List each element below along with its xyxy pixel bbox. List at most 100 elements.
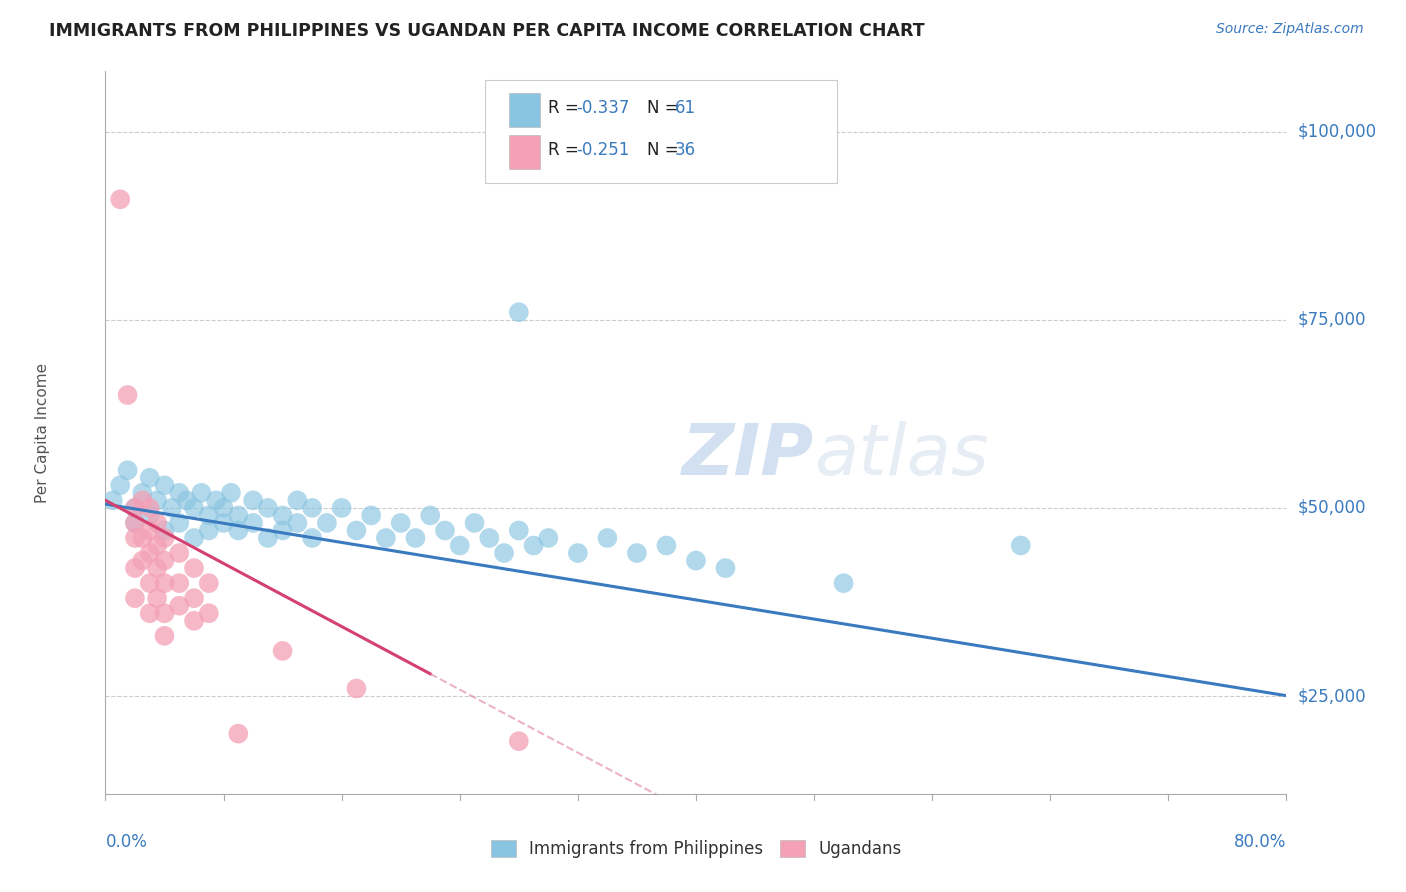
Text: N =: N = xyxy=(647,141,683,160)
Text: $50,000: $50,000 xyxy=(1298,499,1367,516)
Point xyxy=(655,539,678,553)
Point xyxy=(138,576,160,591)
Point xyxy=(124,500,146,515)
Point xyxy=(567,546,589,560)
Point xyxy=(169,516,191,530)
Point xyxy=(522,539,544,553)
Point xyxy=(197,524,219,538)
Point xyxy=(685,553,707,567)
Point xyxy=(124,561,146,575)
Point xyxy=(101,493,124,508)
Point xyxy=(183,591,205,606)
Point xyxy=(449,539,471,553)
Point xyxy=(110,478,132,492)
Text: 0.0%: 0.0% xyxy=(105,833,148,851)
Point xyxy=(419,508,441,523)
Legend: Immigrants from Philippines, Ugandans: Immigrants from Philippines, Ugandans xyxy=(484,833,908,865)
Text: $75,000: $75,000 xyxy=(1298,310,1367,329)
Point xyxy=(153,576,176,591)
Point xyxy=(124,591,146,606)
Text: $25,000: $25,000 xyxy=(1298,687,1367,705)
Point xyxy=(508,524,530,538)
Point xyxy=(537,531,560,545)
Point xyxy=(138,508,160,523)
Text: R =: R = xyxy=(548,141,585,160)
Point xyxy=(131,553,153,567)
Point xyxy=(626,546,648,560)
Point xyxy=(197,607,219,621)
Point xyxy=(508,305,530,319)
Point xyxy=(212,516,235,530)
Text: Source: ZipAtlas.com: Source: ZipAtlas.com xyxy=(1216,22,1364,37)
Text: -0.251: -0.251 xyxy=(576,141,630,160)
Point xyxy=(169,576,191,591)
Point xyxy=(433,524,456,538)
Point xyxy=(287,516,309,530)
Point xyxy=(242,516,264,530)
Text: R =: R = xyxy=(548,99,585,117)
Point xyxy=(169,485,191,500)
Point xyxy=(124,531,146,545)
Point xyxy=(131,485,153,500)
Point xyxy=(226,726,250,740)
Point xyxy=(271,524,294,538)
Point xyxy=(346,524,368,538)
Point xyxy=(492,546,515,560)
Text: 80.0%: 80.0% xyxy=(1234,833,1286,851)
Point xyxy=(301,531,323,545)
Point xyxy=(124,516,146,530)
Point xyxy=(138,500,160,515)
Point xyxy=(226,508,250,523)
Point xyxy=(183,614,205,628)
Point xyxy=(153,524,176,538)
Point xyxy=(242,493,264,508)
Point xyxy=(124,500,146,515)
Point xyxy=(714,561,737,575)
Point xyxy=(287,493,309,508)
Point xyxy=(153,531,176,545)
Point xyxy=(596,531,619,545)
Point xyxy=(153,629,176,643)
Point xyxy=(169,599,191,613)
Point xyxy=(138,524,160,538)
Point xyxy=(330,500,353,515)
Text: $100,000: $100,000 xyxy=(1298,122,1376,141)
Point xyxy=(117,463,139,477)
Point xyxy=(146,591,169,606)
Point xyxy=(271,508,294,523)
Point xyxy=(212,500,235,515)
Point xyxy=(176,493,198,508)
Point xyxy=(190,485,212,500)
Point xyxy=(183,531,205,545)
Point xyxy=(131,493,153,508)
Point xyxy=(832,576,855,591)
Point xyxy=(256,500,278,515)
Point xyxy=(389,516,412,530)
Point xyxy=(160,500,183,515)
Point xyxy=(197,508,219,523)
Point xyxy=(197,576,219,591)
Text: N =: N = xyxy=(647,99,683,117)
Point xyxy=(478,531,501,545)
Point xyxy=(138,471,160,485)
Point xyxy=(146,516,169,530)
Point xyxy=(463,516,486,530)
Point xyxy=(146,561,169,575)
Point xyxy=(301,500,323,515)
Point xyxy=(256,531,278,545)
Text: atlas: atlas xyxy=(814,421,988,490)
Text: 61: 61 xyxy=(675,99,696,117)
Point xyxy=(404,531,426,545)
Point xyxy=(153,478,176,492)
Point xyxy=(110,192,132,206)
Point xyxy=(169,546,191,560)
Point xyxy=(360,508,382,523)
Point xyxy=(138,607,160,621)
Point xyxy=(205,493,228,508)
Point xyxy=(117,388,139,402)
Point xyxy=(131,531,153,545)
Point xyxy=(146,539,169,553)
Point xyxy=(153,553,176,567)
Point xyxy=(183,500,205,515)
Text: Per Capita Income: Per Capita Income xyxy=(35,362,51,503)
